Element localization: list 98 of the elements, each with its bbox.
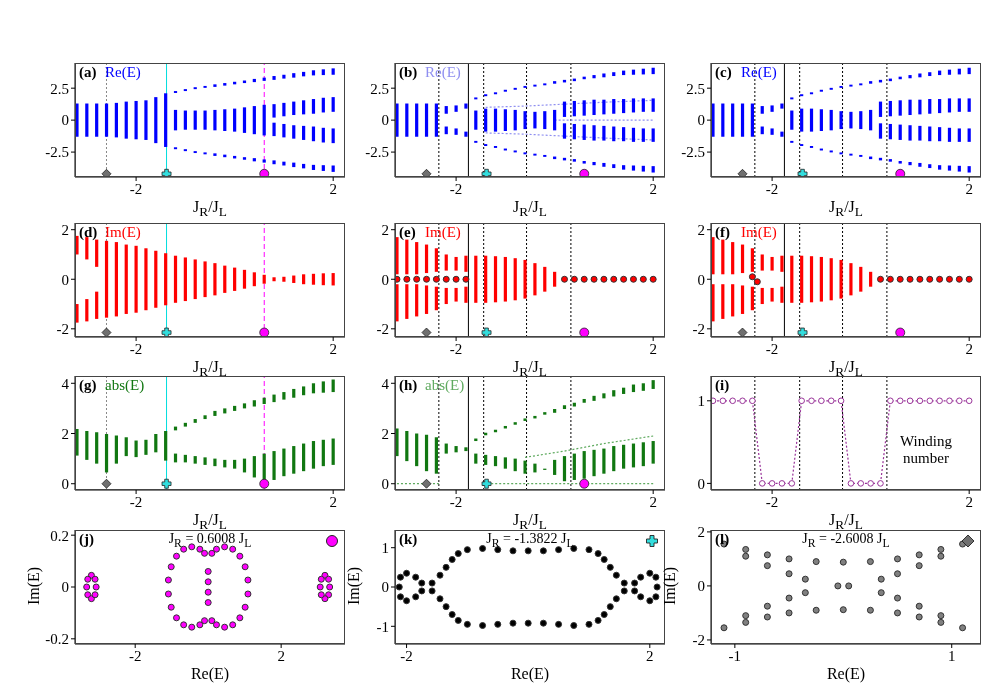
chart-subtitle: Im(E) xyxy=(105,224,141,241)
y-tick-label: 1 xyxy=(381,540,389,557)
x-axis-title: Re(E) xyxy=(825,665,867,683)
x-tick-label: 2 xyxy=(965,493,973,510)
y-tick-label: 0 xyxy=(697,475,705,492)
x-tick-label: -2 xyxy=(129,180,143,197)
chart-subtitle: abs(E) xyxy=(105,377,145,394)
x-axis-title: J$_{R}$/J$_{L}$ xyxy=(829,511,863,533)
y-tick-label: 0 xyxy=(697,271,705,288)
x-tick-label: -2 xyxy=(128,647,142,664)
y-tick-label: 0 xyxy=(381,579,389,596)
annotation: Winding number xyxy=(899,433,953,467)
x-axis-title: J$_{R}$/J$_{L}$ xyxy=(513,511,547,533)
y-tick-label: 0 xyxy=(697,112,705,129)
chart-title: (d) xyxy=(79,224,98,241)
y-tick-label: 2 xyxy=(61,425,69,442)
x-tick-label: -2 xyxy=(765,180,779,197)
chart-subtitle: Re(E) xyxy=(741,64,777,81)
x-tick-label: 2 xyxy=(646,647,654,664)
y-tick-label: 2.5 xyxy=(50,80,69,97)
y-axis-title: Im(E) xyxy=(345,565,363,608)
y-tick-label: -2.5 xyxy=(681,144,705,161)
y-tick-label: 0 xyxy=(381,476,389,493)
y-tick-label: -1 xyxy=(376,618,389,635)
y-tick-label: 0 xyxy=(381,112,389,129)
y-axis-title: Im(E) xyxy=(25,565,43,608)
x-tick-label: 2 xyxy=(649,493,657,510)
chart-title: (a) xyxy=(79,64,97,81)
y-tick-label: 2.5 xyxy=(686,80,705,97)
x-tick-label: -2 xyxy=(765,493,779,510)
y-tick-label: -2.5 xyxy=(365,144,389,161)
y-tick-label: 4 xyxy=(61,375,70,392)
chart-title: (l) xyxy=(715,531,730,548)
y-tick-label: 0 xyxy=(61,476,69,493)
x-tick-label: -2 xyxy=(449,180,463,197)
x-tick-label: 2 xyxy=(965,180,973,197)
x-tick-label: 1 xyxy=(947,647,956,664)
x-tick-label: 2 xyxy=(649,180,657,197)
x-tick-label: -2 xyxy=(765,340,779,357)
chart-title: (f) xyxy=(715,224,730,241)
chart-title: (i) xyxy=(715,377,730,394)
chart-subtitle: Im(E) xyxy=(425,224,461,241)
y-tick-label: -2.5 xyxy=(45,144,69,161)
x-tick-label: -1 xyxy=(728,647,742,664)
x-tick-label: -2 xyxy=(400,647,413,664)
x-axis-title: J$_{R}$/J$_{L}$ xyxy=(828,198,864,221)
y-tick-label: 1 xyxy=(697,393,705,410)
y-tick-label: 0 xyxy=(61,271,69,288)
x-axis-title: J$_{R}$/J$_{L}$ xyxy=(829,358,863,380)
x-tick-label: 2 xyxy=(329,493,337,510)
y-tick-label: 0 xyxy=(61,579,69,596)
y-tick-label: -2 xyxy=(692,632,705,649)
y-tick-label: 0 xyxy=(697,578,705,595)
x-tick-label: -2 xyxy=(449,493,463,510)
x-tick-label: 2 xyxy=(277,647,285,664)
y-tick-label: 2 xyxy=(381,425,389,442)
chart-title: (b) xyxy=(399,64,418,81)
y-tick-label: 2 xyxy=(61,222,69,239)
x-axis-title: J$_{R}$/J$_{L}$ xyxy=(192,198,228,221)
y-tick-label: -2 xyxy=(692,321,705,338)
chart-subtitle: J$_{R}$ = 0.6008 J$_{L}$ xyxy=(168,531,252,550)
y-tick-label: 0 xyxy=(381,271,389,288)
chart-subtitle: J$_{R}$ = -2.6008 J$_{L}$ xyxy=(802,531,890,550)
x-tick-label: 2 xyxy=(649,340,657,357)
y-tick-label: 0 xyxy=(61,112,69,129)
x-axis-title: Re(E) xyxy=(189,665,231,683)
y-tick-label: -0.2 xyxy=(45,631,69,648)
chart-subtitle: Re(E) xyxy=(425,64,461,81)
chart-title: (g) xyxy=(79,377,97,394)
chart-title: (k) xyxy=(399,531,418,548)
chart-title: (h) xyxy=(399,377,418,394)
chart-title: (j) xyxy=(79,531,94,548)
x-tick-label: -2 xyxy=(129,493,143,510)
y-tick-label: 2.5 xyxy=(370,80,389,97)
y-tick-label: -2 xyxy=(376,321,389,338)
x-tick-label: 2 xyxy=(965,340,973,357)
chart-subtitle: J$_{R}$ = -1.3822 J$_{L}$ xyxy=(486,531,574,550)
y-tick-label: 2 xyxy=(697,222,705,239)
y-axis-title: Im(E) xyxy=(661,565,679,608)
y-tick-label: 2 xyxy=(381,222,389,239)
x-tick-label: -2 xyxy=(449,340,463,357)
x-tick-label: 2 xyxy=(329,180,337,197)
chart-title: (c) xyxy=(715,64,732,81)
y-tick-label: 4 xyxy=(381,375,390,392)
x-tick-label: -2 xyxy=(129,340,143,357)
y-tick-label: 2 xyxy=(697,524,705,541)
x-axis-title: Re(E) xyxy=(509,665,551,683)
x-axis-title: J$_{R}$/J$_{L}$ xyxy=(193,358,227,380)
x-axis-title: J$_{R}$/J$_{L}$ xyxy=(513,358,547,380)
chart-subtitle: abs(E) xyxy=(425,377,465,394)
chart-subtitle: Im(E) xyxy=(741,224,777,241)
chart-subtitle: Re(E) xyxy=(105,64,141,81)
chart-title: (e) xyxy=(399,224,416,241)
y-tick-label: -2 xyxy=(56,321,69,338)
x-axis-title: J$_{R}$/J$_{L}$ xyxy=(512,198,548,221)
y-tick-label: 0.2 xyxy=(50,527,69,544)
x-axis-title: J$_{R}$/J$_{L}$ xyxy=(193,511,227,533)
x-tick-label: 2 xyxy=(329,340,337,357)
